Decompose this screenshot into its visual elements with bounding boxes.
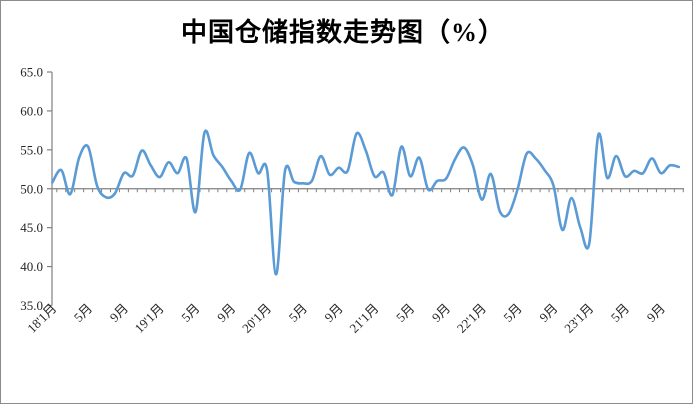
y-tick-label: 40.0 — [20, 259, 43, 274]
data-series — [51, 129, 681, 276]
y-tick-label: 55.0 — [20, 142, 43, 157]
y-tick-label: 35.0 — [20, 298, 43, 313]
y-axis: 65.0 60.0 55.0 50.0 45.0 40.0 35.0 — [20, 65, 53, 313]
y-tick-label: 65.0 — [20, 65, 43, 80]
y-tick-label: 45.0 — [20, 220, 43, 235]
y-tick-label: 50.0 — [20, 181, 43, 196]
index-trend-line — [51, 129, 681, 276]
y-tick-label: 60.0 — [20, 103, 43, 118]
chart-title: 中国仓储指数走势图（%） — [181, 17, 505, 47]
